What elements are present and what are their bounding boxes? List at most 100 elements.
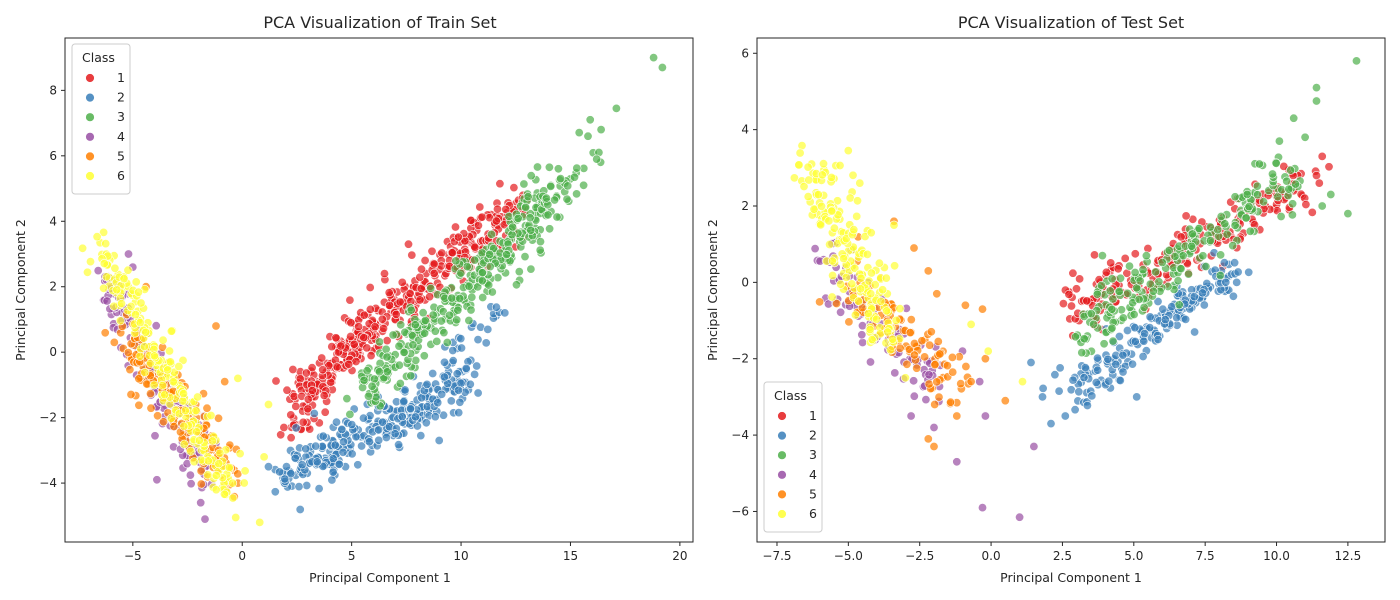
- point-class-2: [437, 389, 447, 399]
- point-class-6: [803, 162, 813, 172]
- point-class-3: [456, 268, 466, 278]
- point-class-3: [1205, 236, 1215, 246]
- point-class-3: [394, 341, 404, 351]
- point-class-2: [339, 437, 349, 447]
- test-x-axis-label: Principal Component 1: [1000, 570, 1142, 585]
- point-class-1: [291, 401, 301, 411]
- train-y-axis-label: Principal Component 2: [13, 219, 28, 361]
- point-class-3: [486, 229, 496, 239]
- point-class-3: [1300, 132, 1310, 142]
- point-class-6: [168, 377, 178, 387]
- point-class-6: [871, 314, 881, 324]
- point-class-2: [1160, 315, 1170, 325]
- legend-marker-class-5: [85, 151, 95, 162]
- point-class-6: [228, 478, 238, 488]
- point-class-1: [1075, 274, 1085, 284]
- point-class-2: [454, 408, 464, 418]
- y-tick-label: −4: [731, 428, 749, 442]
- point-class-6: [189, 457, 199, 467]
- point-class-3: [442, 337, 452, 347]
- point-class-2: [405, 404, 415, 414]
- point-class-2: [347, 420, 357, 430]
- point-class-3: [1184, 269, 1194, 279]
- point-class-3: [1114, 286, 1124, 296]
- point-class-1: [1176, 232, 1186, 242]
- point-class-5: [909, 350, 919, 360]
- point-class-3: [1317, 201, 1327, 211]
- y-tick-label: 4: [741, 123, 749, 137]
- y-tick-label: 0: [741, 275, 749, 289]
- point-class-3: [572, 163, 582, 173]
- point-class-3: [439, 328, 449, 338]
- point-class-3: [406, 371, 416, 381]
- point-class-5: [126, 389, 136, 399]
- point-class-3: [1287, 210, 1297, 220]
- point-class-6: [836, 279, 846, 289]
- point-class-6: [795, 148, 805, 158]
- point-class-6: [809, 204, 819, 214]
- point-class-2: [1221, 277, 1231, 287]
- point-class-6: [149, 380, 159, 390]
- point-class-2: [1079, 373, 1089, 383]
- point-class-3: [432, 336, 442, 346]
- train-ticks: −5 0 5 10 15 20 −4 −2 0 2 4 6 8: [39, 83, 687, 563]
- point-class-2: [1093, 353, 1103, 363]
- point-class-6: [174, 361, 184, 371]
- point-class-4: [858, 337, 868, 347]
- point-class-3: [485, 249, 495, 259]
- point-class-6: [891, 315, 901, 325]
- point-class-2: [428, 368, 438, 378]
- legend-label-class-2: 2: [117, 90, 125, 105]
- point-class-2: [1145, 323, 1155, 333]
- x-tick-label: 2.5: [1053, 549, 1072, 563]
- legend-marker-class-6: [777, 509, 787, 519]
- point-class-2: [1140, 329, 1150, 339]
- point-class-3: [1108, 294, 1118, 304]
- point-class-3: [374, 337, 384, 347]
- legend-marker-class-4: [85, 132, 95, 142]
- point-class-6: [112, 285, 122, 295]
- point-class-1: [366, 351, 376, 361]
- x-tick-label: 5.0: [1124, 549, 1143, 563]
- point-class-2: [358, 413, 368, 423]
- point-class-2: [377, 417, 387, 427]
- point-class-1: [370, 322, 380, 332]
- point-class-2: [1093, 365, 1103, 375]
- point-class-3: [1286, 165, 1296, 175]
- point-class-3: [1312, 96, 1322, 106]
- point-class-3: [513, 213, 523, 223]
- point-class-5: [109, 337, 119, 347]
- point-class-2: [1153, 334, 1163, 344]
- point-class-3: [526, 171, 536, 181]
- point-class-4: [975, 377, 985, 387]
- point-class-4: [1029, 441, 1039, 451]
- point-class-2: [1038, 392, 1048, 402]
- point-class-6: [211, 470, 221, 480]
- point-class-5: [844, 317, 854, 327]
- point-class-6: [139, 341, 149, 351]
- point-class-4: [124, 249, 134, 259]
- point-class-5: [934, 392, 944, 402]
- point-class-1: [327, 342, 337, 352]
- x-tick-label: 20: [672, 549, 687, 563]
- point-class-2: [410, 412, 420, 422]
- point-class-2: [483, 324, 493, 334]
- point-class-6: [191, 406, 201, 416]
- point-class-5: [933, 336, 943, 346]
- point-class-3: [470, 255, 480, 265]
- point-class-1: [1120, 253, 1130, 263]
- legend-label-class-4: 4: [809, 467, 817, 482]
- point-class-2: [381, 432, 391, 442]
- point-class-3: [1241, 213, 1251, 223]
- point-class-1: [1072, 284, 1082, 294]
- point-class-3: [410, 320, 420, 330]
- legend-marker-class-3: [85, 112, 95, 122]
- point-class-3: [1107, 274, 1117, 284]
- point-class-6: [866, 289, 876, 299]
- x-tick-label: −5: [124, 549, 142, 563]
- point-class-3: [585, 115, 595, 125]
- point-class-3: [1252, 181, 1262, 191]
- point-class-2: [1060, 411, 1070, 421]
- point-class-3: [1148, 286, 1158, 296]
- point-class-1: [1090, 250, 1100, 260]
